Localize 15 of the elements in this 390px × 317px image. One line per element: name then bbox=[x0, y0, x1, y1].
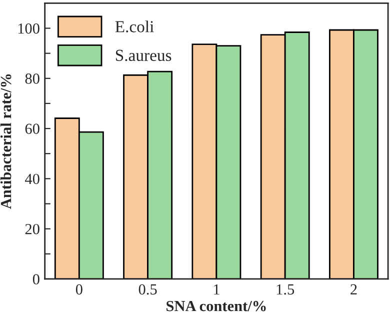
y-tick-label: 0 bbox=[32, 274, 40, 284]
y-tick-label: 20 bbox=[25, 224, 40, 234]
legend-label: S.aureus bbox=[116, 50, 172, 62]
x-tick-label: 1.5 bbox=[276, 284, 294, 295]
x-tick-label: 2 bbox=[350, 284, 357, 294]
y-tick-label: 60 bbox=[25, 124, 40, 134]
x-axis-title: SNA content/% bbox=[166, 300, 266, 312]
y-tick-label: 80 bbox=[25, 74, 40, 84]
y-tick-label: 40 bbox=[25, 174, 40, 184]
y-axis-title: Antibacterial rate/% bbox=[0, 74, 12, 210]
y-tick-label: 100 bbox=[18, 23, 40, 34]
x-tick-label: 0.5 bbox=[138, 284, 157, 295]
x-tick-label: 1 bbox=[214, 284, 220, 294]
legend-label: E.coli bbox=[115, 20, 154, 32]
x-tick-label: 0 bbox=[76, 284, 82, 295]
